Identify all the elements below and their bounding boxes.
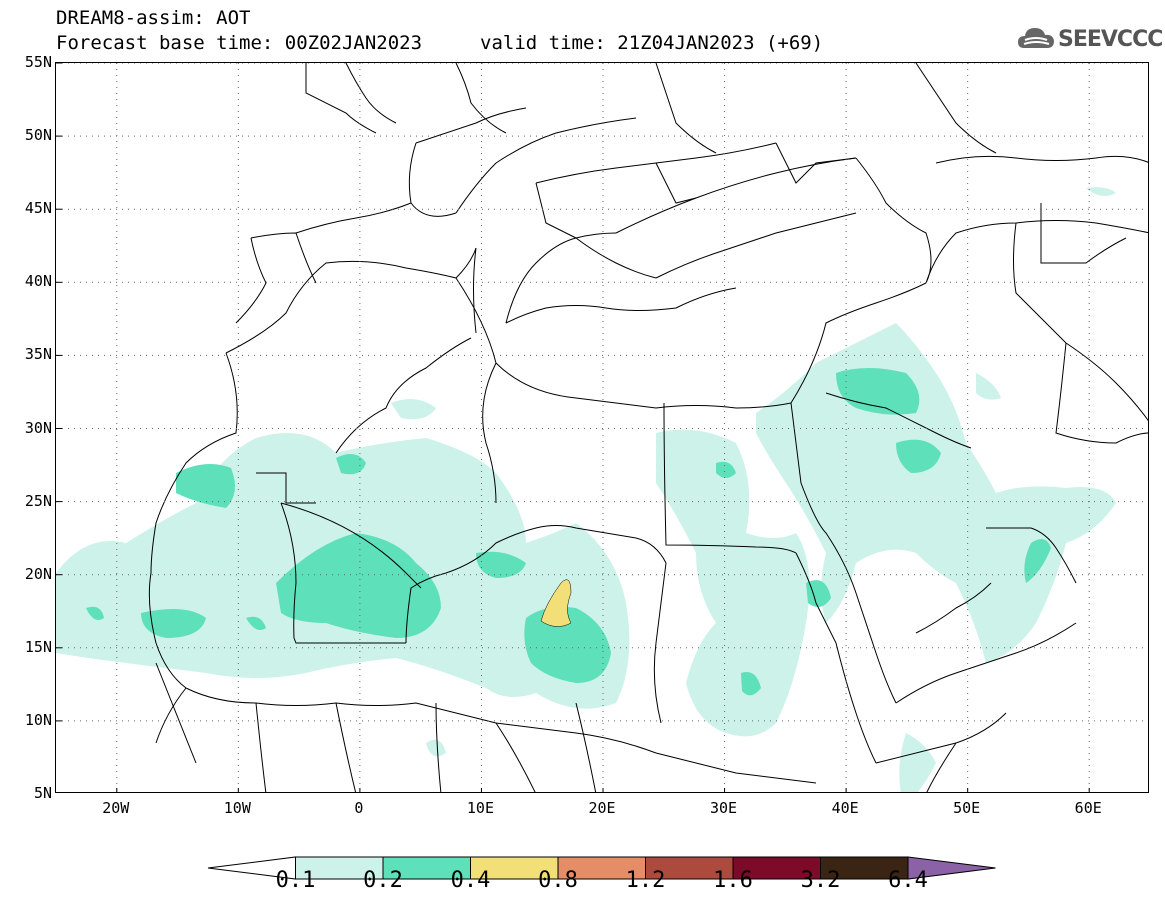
lon-tick-label: 20W xyxy=(102,799,130,817)
colorbar-high-triangle xyxy=(907,856,996,880)
colorbar-level-label: 0.4 xyxy=(450,868,491,893)
lat-tick-label: 15N xyxy=(24,637,52,656)
chart-title: DREAM8-assim: AOT xyxy=(56,7,251,29)
lat-tick-label: 20N xyxy=(24,564,52,583)
aot-shading xyxy=(56,187,1116,792)
forecast-times: Forecast base time: 00Z02JAN2023 valid ti… xyxy=(56,32,823,54)
valid-time: valid time: 21Z04JAN2023 (+69) xyxy=(480,32,824,54)
colorbar-level-label: 0.8 xyxy=(538,868,578,893)
lat-tick-label: 50N xyxy=(24,126,52,145)
lon-tick-label: 40E xyxy=(831,799,859,817)
grid-lines xyxy=(56,63,1148,792)
colorbar-level-label: 6.4 xyxy=(888,868,928,893)
colorbar-level-label: 0.1 xyxy=(275,868,316,893)
colorbar-level-label: 1.6 xyxy=(713,868,753,893)
lat-tick-label: 5N xyxy=(33,784,52,802)
cloud-icon xyxy=(1018,28,1054,48)
country-borders xyxy=(148,63,1148,792)
colorbar-level-label: 1.2 xyxy=(625,868,666,893)
lon-tick-label: 50E xyxy=(953,799,981,817)
aot-colorbar xyxy=(207,856,996,880)
lon-tick-label: 10E xyxy=(466,799,494,817)
lon-tick-label: 10W xyxy=(223,799,251,817)
lat-tick-label: 40N xyxy=(24,272,52,291)
lat-tick-label: 35N xyxy=(24,345,52,364)
lon-tick-label: 0 xyxy=(354,799,364,817)
lon-tick-label: 30E xyxy=(710,799,738,817)
logo-text: SEEVCCC xyxy=(1058,27,1163,52)
lon-tick-label: 20E xyxy=(588,799,616,817)
forecast-base-time: Forecast base time: 00Z02JAN2023 xyxy=(56,32,423,54)
lat-tick-label: 25N xyxy=(24,491,52,510)
aot-map xyxy=(55,62,1149,793)
lat-tick-label: 30N xyxy=(24,418,52,437)
lat-tick-label: 45N xyxy=(24,199,52,218)
seevccc-logo: SEEVCCC xyxy=(1016,22,1163,58)
colorbar-level-label: 3.2 xyxy=(800,868,841,893)
lat-tick-label: 55N xyxy=(24,53,52,71)
lon-tick-label: 60E xyxy=(1074,799,1102,817)
lat-tick-label: 10N xyxy=(24,710,52,729)
colorbar-level-label: 0.2 xyxy=(363,868,403,893)
